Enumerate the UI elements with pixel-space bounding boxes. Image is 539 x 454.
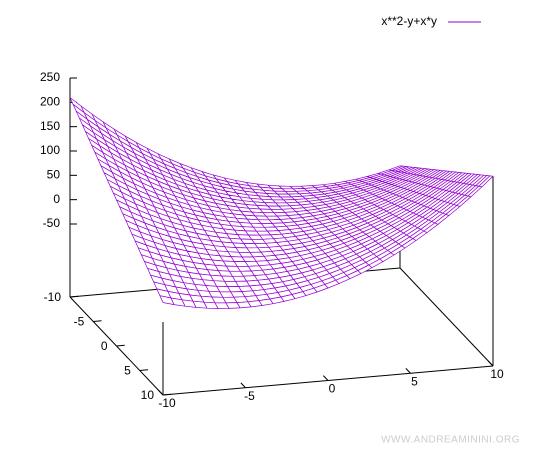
z-tick-label: 200 <box>40 95 60 109</box>
x-tick-label: -10 <box>158 396 176 410</box>
surface-facet <box>159 295 175 305</box>
surface-facet <box>478 175 494 188</box>
y-tick-label: 5 <box>124 364 131 378</box>
z-tick-label: 0 <box>53 192 60 206</box>
x-tick-label: 10 <box>490 367 504 381</box>
y-tick-label: -10 <box>44 290 62 304</box>
y-tick-label: -5 <box>74 315 85 329</box>
y-tick <box>139 369 149 371</box>
x-tick <box>322 375 329 381</box>
z-tick-label: 150 <box>40 119 60 133</box>
x-tick <box>157 389 164 396</box>
y-tick <box>116 344 125 347</box>
base-edge <box>399 267 494 367</box>
z-tick-label: -50 <box>43 216 61 230</box>
x-tick-label: -5 <box>244 389 255 403</box>
y-tick <box>93 320 102 322</box>
z-tick-label: 100 <box>40 143 60 157</box>
x-tick-label: 0 <box>329 382 336 396</box>
watermark: WWW.ANDREAMININI.ORG <box>381 435 520 446</box>
y-tick-label: 0 <box>101 339 108 353</box>
y-tick <box>162 393 172 396</box>
legend-label: x**2-y+x*y <box>381 14 437 28</box>
x-tick-label: 5 <box>411 374 418 388</box>
y-tick-label: 10 <box>141 388 155 402</box>
x-tick <box>240 382 246 389</box>
z-tick-label: 50 <box>47 168 61 182</box>
x-tick <box>405 368 411 374</box>
x-tick <box>487 360 494 367</box>
z-tick-label: 250 <box>40 70 60 84</box>
y-tick <box>69 295 79 298</box>
